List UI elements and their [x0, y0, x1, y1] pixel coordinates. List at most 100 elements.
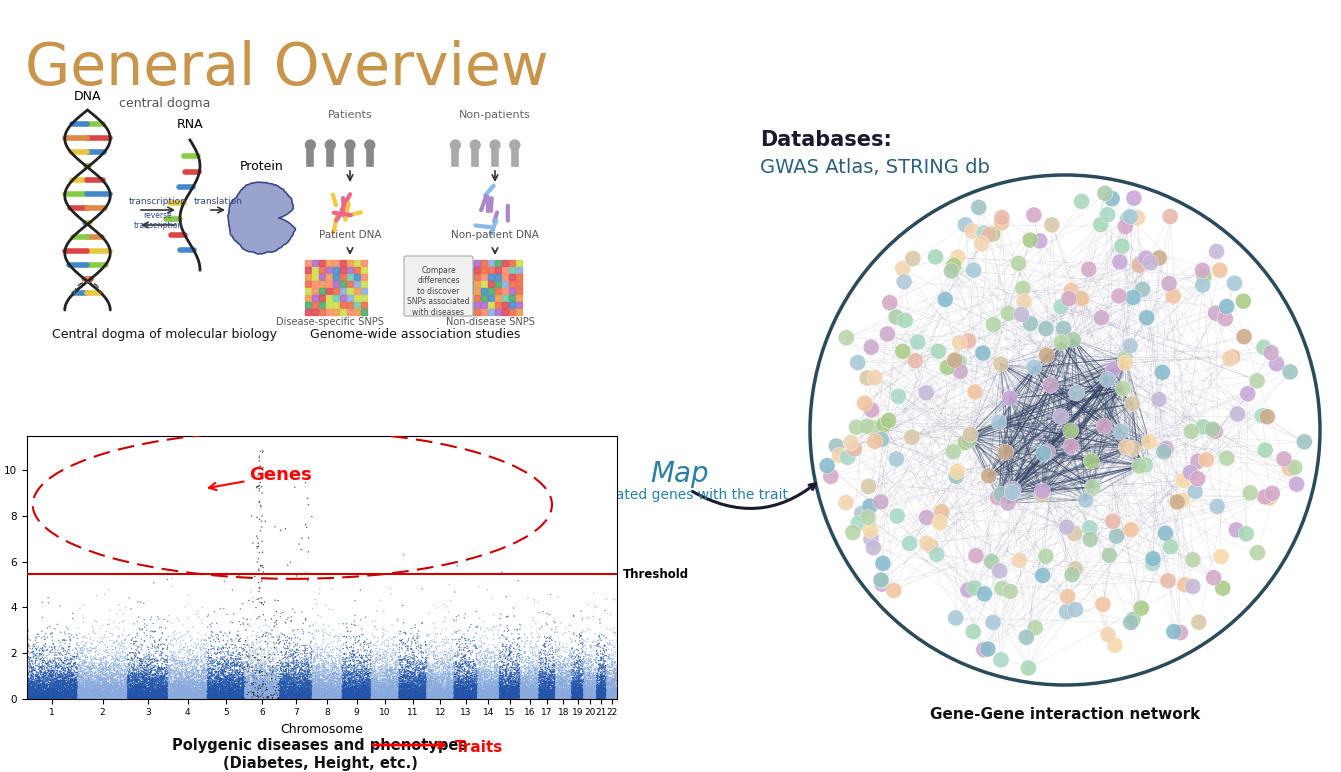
- Point: [318, 679, 339, 691]
- Point: [598, 677, 620, 689]
- Point: [99, 671, 121, 683]
- Point: [181, 691, 202, 703]
- Point: [134, 651, 156, 663]
- Point: [64, 690, 86, 703]
- Point: [200, 655, 221, 668]
- Point: [586, 686, 607, 698]
- Point: [338, 683, 359, 696]
- Point: [506, 673, 527, 686]
- Point: [24, 676, 46, 688]
- Point: [173, 691, 194, 703]
- Point: [118, 691, 139, 703]
- Point: [530, 667, 551, 679]
- Point: [449, 690, 471, 703]
- Point: [90, 683, 111, 696]
- Point: [366, 672, 388, 684]
- Point: [559, 682, 581, 695]
- Point: [480, 690, 502, 703]
- Point: [23, 663, 44, 676]
- Point: [502, 659, 523, 672]
- Point: [414, 672, 436, 685]
- Point: [401, 679, 422, 691]
- Point: [485, 682, 507, 695]
- Point: [312, 679, 334, 692]
- Point: [48, 671, 70, 683]
- Point: [32, 674, 54, 686]
- Point: [417, 690, 439, 703]
- Point: [388, 679, 409, 692]
- Point: [518, 676, 539, 688]
- Point: [233, 686, 255, 698]
- Point: [434, 688, 456, 700]
- Point: [114, 678, 135, 690]
- Point: [131, 685, 153, 697]
- Point: [472, 669, 493, 682]
- Point: [463, 655, 484, 667]
- Point: [426, 670, 448, 682]
- Point: [20, 686, 42, 698]
- Point: [213, 679, 235, 692]
- Point: [401, 679, 422, 692]
- Point: [361, 673, 382, 686]
- Point: [449, 671, 471, 683]
- Point: [178, 691, 200, 703]
- Point: [180, 657, 201, 669]
- Point: [153, 679, 174, 692]
- Point: [185, 686, 207, 698]
- Point: [394, 689, 416, 701]
- Point: [255, 690, 276, 703]
- Point: [430, 682, 452, 695]
- Point: [480, 685, 502, 697]
- Point: [404, 679, 425, 692]
- Point: [573, 684, 594, 696]
- Point: [225, 632, 247, 645]
- Point: [500, 686, 522, 698]
- Point: [174, 663, 196, 676]
- Point: [550, 649, 571, 662]
- Point: [515, 692, 536, 704]
- Point: [225, 682, 247, 694]
- Point: [396, 677, 417, 689]
- Point: [492, 672, 514, 684]
- Point: [280, 686, 302, 699]
- Point: [590, 681, 611, 693]
- Point: [31, 692, 52, 704]
- Point: [78, 671, 99, 683]
- Point: [422, 677, 444, 689]
- Point: [406, 672, 428, 685]
- Point: [185, 689, 207, 701]
- Point: [21, 655, 43, 668]
- Point: [433, 689, 455, 701]
- Point: [83, 682, 105, 695]
- Point: [459, 686, 480, 698]
- Point: [36, 691, 58, 703]
- Point: [354, 691, 375, 703]
- Point: [589, 687, 610, 699]
- Point: [204, 676, 225, 688]
- Point: [101, 688, 122, 700]
- Point: [40, 691, 62, 703]
- Point: [308, 648, 330, 661]
- Point: [114, 676, 135, 689]
- Point: [306, 692, 327, 705]
- Point: [523, 685, 544, 697]
- Point: [464, 678, 485, 690]
- Point: [534, 687, 555, 699]
- Point: [239, 687, 260, 699]
- Point: [161, 673, 182, 686]
- Point: [40, 685, 62, 697]
- Point: [484, 662, 506, 674]
- Point: [110, 662, 131, 675]
- Point: [201, 688, 223, 700]
- Point: [429, 689, 451, 702]
- Point: [219, 692, 240, 704]
- Point: [481, 672, 503, 684]
- Point: [270, 682, 291, 695]
- Point: [433, 657, 455, 669]
- Point: [152, 688, 173, 700]
- Point: [137, 690, 158, 703]
- Point: [182, 683, 204, 696]
- Point: [539, 665, 561, 678]
- Point: [542, 684, 563, 696]
- Point: [510, 681, 531, 693]
